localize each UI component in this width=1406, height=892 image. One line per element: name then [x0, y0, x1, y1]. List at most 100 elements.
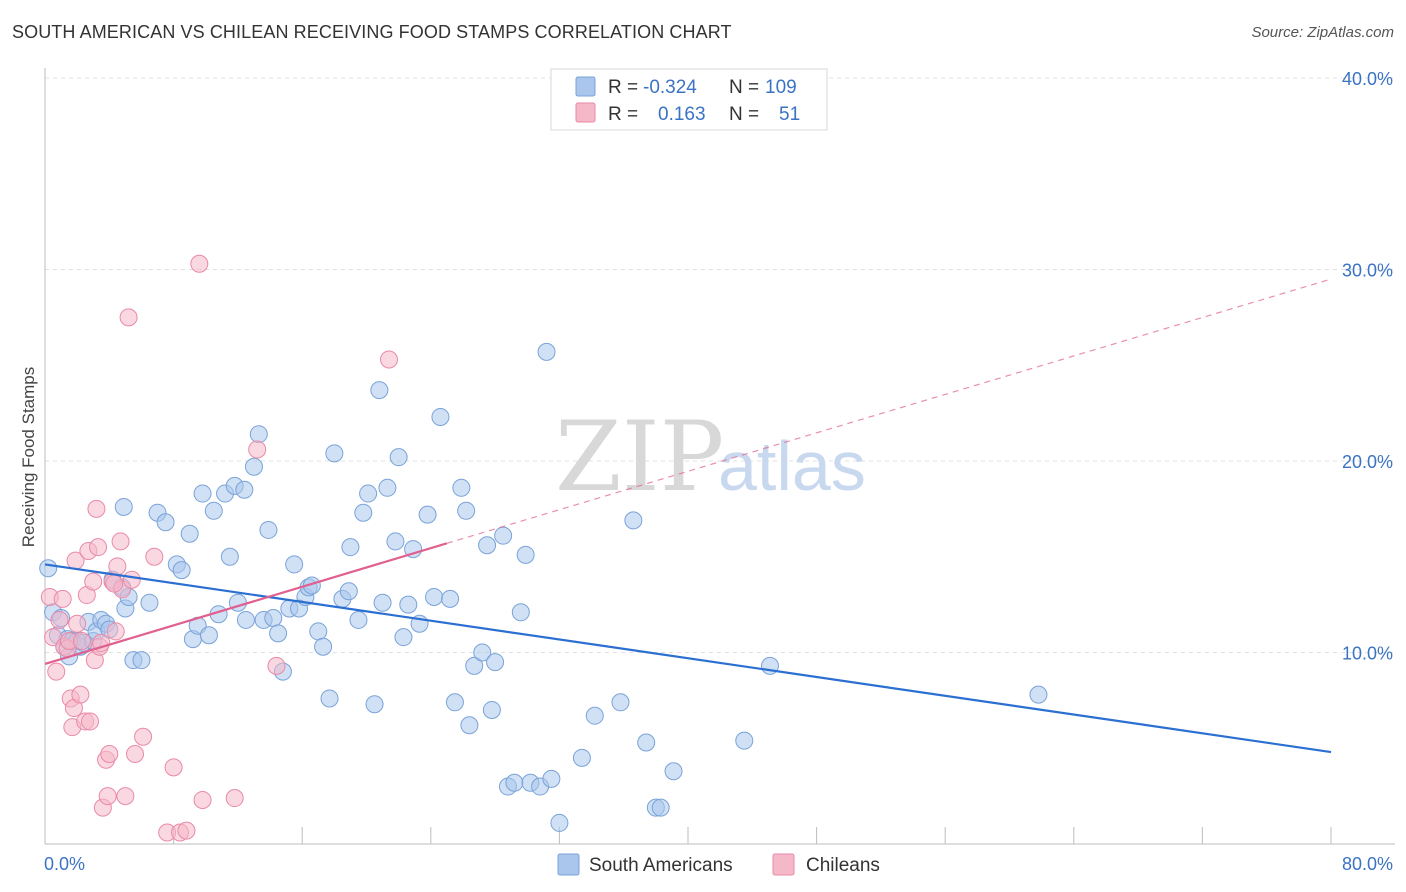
- chart-title: SOUTH AMERICAN VS CHILEAN RECEIVING FOOD…: [12, 22, 732, 42]
- legend-r-value-0: -0.324: [643, 77, 697, 98]
- point-south-americans: [465, 656, 484, 675]
- point-south-americans: [452, 478, 471, 497]
- legend-swatch-chileans: [575, 102, 596, 123]
- point-chileans: [119, 308, 138, 327]
- point-south-americans: [156, 513, 175, 532]
- point-chileans: [84, 572, 103, 591]
- point-chileans: [267, 656, 286, 675]
- point-chileans: [53, 589, 72, 608]
- legend-swatch-south-americans: [575, 76, 596, 97]
- point-chileans: [164, 758, 183, 777]
- point-south-americans: [516, 545, 535, 564]
- point-south-americans: [236, 610, 255, 629]
- point-south-americans: [431, 407, 450, 426]
- point-south-americans: [473, 643, 492, 662]
- point-south-americans: [386, 532, 405, 551]
- point-south-americans: [460, 716, 479, 735]
- point-south-americans: [354, 503, 373, 522]
- point-south-americans: [478, 536, 497, 555]
- y-tick-label: 30.0%: [1342, 261, 1393, 281]
- point-south-americans: [389, 448, 408, 467]
- tick-labels: 10.0% 20.0% 30.0% 40.0% 0.0% 80.0%: [44, 69, 1393, 874]
- point-south-americans: [320, 689, 339, 708]
- x-tick-label: 0.0%: [44, 854, 85, 874]
- watermark-zip: ZIP: [555, 401, 724, 513]
- legend-n-value-0: 109: [765, 77, 797, 98]
- point-chileans: [111, 532, 130, 551]
- point-south-americans: [550, 813, 569, 832]
- point-south-americans: [441, 589, 460, 608]
- y-tick-label: 40.0%: [1342, 69, 1393, 89]
- data-points: [39, 254, 1048, 842]
- point-south-americans: [359, 484, 378, 503]
- point-chileans: [134, 727, 153, 746]
- point-chileans: [89, 538, 108, 557]
- point-south-americans: [542, 769, 561, 788]
- point-chileans: [108, 557, 127, 576]
- point-south-americans: [285, 555, 304, 574]
- point-south-americans: [486, 653, 505, 672]
- point-south-americans: [132, 651, 151, 670]
- legend-bottom: South Americans Chileans: [557, 853, 880, 876]
- trend-line-chileans: [44, 542, 448, 666]
- legend-bottom-label-chileans: Chileans: [806, 855, 880, 876]
- point-south-americans: [482, 700, 501, 719]
- point-chileans: [100, 744, 119, 763]
- point-south-americans: [624, 511, 643, 530]
- legend-n-label-0: N =: [729, 77, 759, 98]
- point-south-americans: [425, 587, 444, 606]
- point-chileans: [50, 610, 69, 629]
- watermark-atlas: atlas: [718, 427, 866, 505]
- grid: [45, 77, 1395, 653]
- point-south-americans: [235, 480, 254, 499]
- point-south-americans: [370, 381, 389, 400]
- y-tick-label: 10.0%: [1342, 644, 1393, 664]
- point-south-americans: [1029, 685, 1048, 704]
- point-chileans: [126, 744, 145, 763]
- point-chileans: [116, 787, 135, 806]
- legend-r-label-1: R =: [608, 104, 638, 125]
- legend-r-value-1: 0.163: [658, 104, 706, 125]
- point-south-americans: [572, 748, 591, 767]
- point-south-americans: [180, 524, 199, 543]
- point-chileans: [68, 614, 87, 633]
- point-chileans: [71, 685, 90, 704]
- chart-source: Source: ZipAtlas.com: [1251, 24, 1394, 41]
- point-south-americans: [244, 457, 263, 476]
- point-south-americans: [39, 559, 58, 578]
- point-south-americans: [585, 706, 604, 725]
- point-south-americans: [269, 624, 288, 643]
- point-south-americans: [259, 520, 278, 539]
- y-tick-label: 20.0%: [1342, 452, 1393, 472]
- point-chileans: [145, 547, 164, 566]
- point-chileans: [98, 787, 117, 806]
- point-south-americans: [349, 610, 368, 629]
- point-chileans: [190, 254, 209, 273]
- point-chileans: [248, 440, 267, 459]
- point-south-americans: [637, 733, 656, 752]
- point-chileans: [106, 622, 125, 641]
- point-south-americans: [140, 593, 159, 612]
- point-south-americans: [114, 497, 133, 516]
- trend-lines: [44, 278, 1332, 754]
- point-chileans: [92, 633, 111, 652]
- legend-bottom-swatch-chileans: [772, 853, 795, 876]
- point-south-americans: [204, 501, 223, 520]
- legend-r-label-0: R =: [608, 77, 638, 98]
- point-south-americans: [314, 637, 333, 656]
- point-south-americans: [341, 538, 360, 557]
- point-south-americans: [220, 547, 239, 566]
- x-tick-label: 80.0%: [1342, 854, 1393, 874]
- point-south-americans: [365, 695, 384, 714]
- legend-n-value-1: 51: [779, 104, 800, 125]
- point-south-americans: [505, 773, 524, 792]
- y-axis-label: Receiving Food Stamps: [19, 367, 38, 547]
- point-south-americans: [611, 693, 630, 712]
- point-chileans: [177, 821, 196, 840]
- legend-box: [550, 68, 828, 131]
- trend-line-south-americans: [44, 563, 1332, 754]
- point-south-americans: [373, 593, 392, 612]
- point-south-americans: [264, 609, 283, 628]
- legend-bottom-label-south-americans: South Americans: [589, 855, 733, 876]
